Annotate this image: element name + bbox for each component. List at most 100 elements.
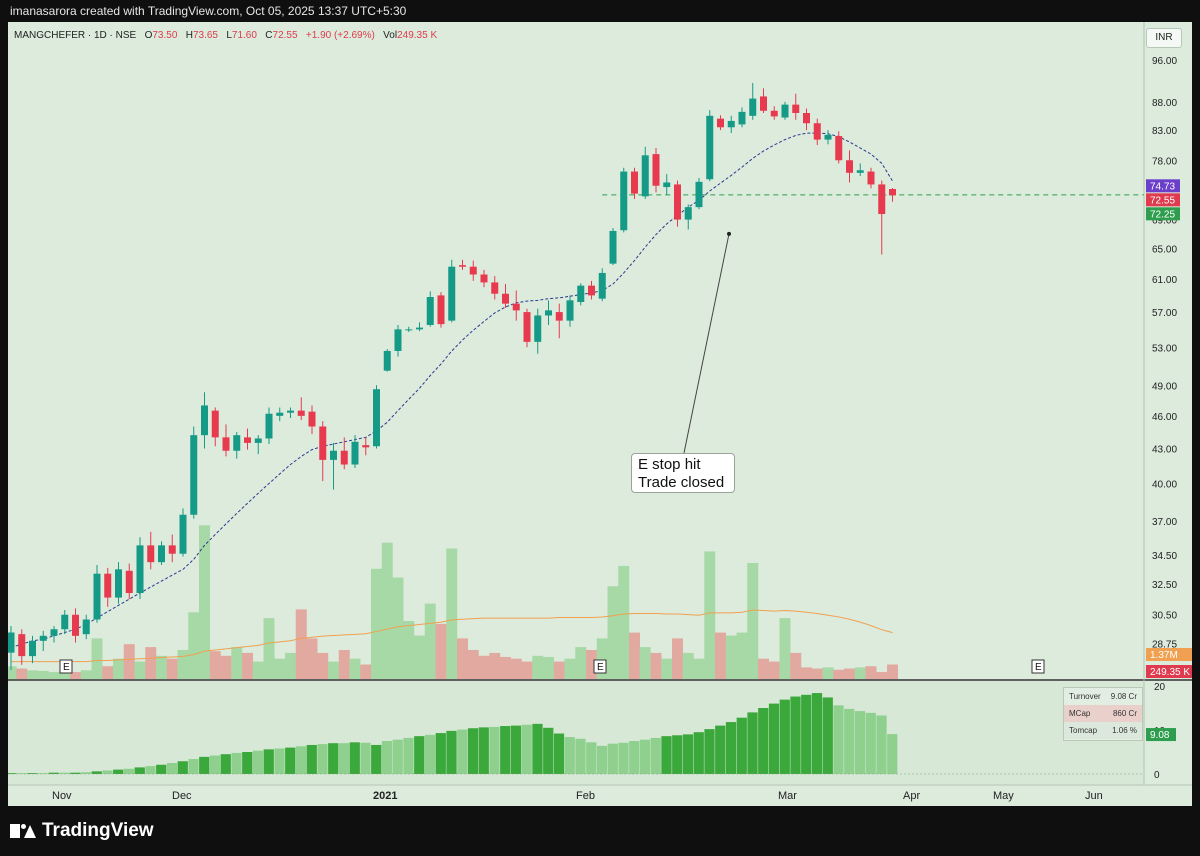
time-axis-label: Feb [576, 790, 595, 802]
price-tick-label: 40.00 [1152, 479, 1177, 490]
volume-bar [672, 638, 683, 679]
candle [523, 308, 531, 348]
chart-canvas[interactable]: 96.00 88.00 83.00 78.00 69.00 65.00 61.00 57.00… [8, 22, 1192, 806]
volume-bar [360, 664, 372, 679]
volume-bar [811, 668, 823, 679]
volume-bar [489, 652, 501, 679]
legend-high-label: H [185, 30, 193, 41]
candle [29, 635, 36, 664]
candle-body [190, 435, 198, 515]
footer: TradingView [0, 806, 1200, 856]
candle-body [125, 570, 133, 594]
attribution-bar: imanasarora created with TradingView.com… [0, 0, 1200, 22]
volume-bar [113, 658, 124, 679]
candle-body [437, 295, 445, 325]
lower-pane-bar [27, 773, 38, 774]
candle-body [265, 413, 273, 439]
legend-symbol[interactable]: MANGCHEFER · 1D · NSE [14, 30, 137, 41]
lower-pane-bar [8, 773, 16, 774]
lower-pane-bar [338, 743, 350, 774]
candle [588, 280, 595, 300]
candle [641, 146, 649, 199]
volume-tag [1146, 648, 1192, 661]
lower-pane-bar [639, 739, 651, 774]
volume-bar [242, 652, 253, 679]
price-tick-label: 43.00 [1152, 444, 1177, 455]
candle [276, 407, 284, 422]
info-row-turnover: Turnover 9.08 Cr [1064, 688, 1142, 705]
lower-pane-bar [435, 733, 446, 774]
candle [8, 625, 15, 671]
candle-body [448, 266, 456, 321]
price-tick-label: 69.00 [1152, 216, 1177, 227]
candle-body [856, 170, 864, 173]
volume-bar [102, 666, 114, 679]
currency-button[interactable]: INR [1146, 28, 1182, 48]
candle-body [201, 405, 208, 436]
candle-body [502, 293, 509, 304]
candle-body [512, 303, 520, 311]
lower-pane-bar [295, 746, 307, 774]
lower-value-label: 9.08 [1150, 730, 1170, 741]
candle [308, 405, 316, 435]
candle [534, 308, 542, 354]
candle-body [39, 635, 47, 641]
candle-body [308, 411, 316, 427]
candle [620, 167, 628, 233]
lower-pane-bar [113, 769, 124, 774]
lower-pane-bar [532, 723, 543, 774]
time-axis-label: Apr [903, 790, 920, 802]
candle [717, 115, 724, 131]
volume-bar [220, 655, 232, 679]
time-axis-label: Mar [778, 790, 797, 802]
volume-bar [715, 632, 726, 679]
candle-body [663, 182, 671, 188]
chart-frame[interactable]: 96.00 88.00 83.00 78.00 69.00 65.00 61.00 57.00… [8, 22, 1192, 806]
volume-bar [392, 577, 404, 679]
candle [297, 397, 305, 421]
price-tick-label: 78.00 [1152, 156, 1177, 167]
lower-pane-bar [758, 708, 769, 774]
volume-bar [758, 658, 769, 679]
volume-bar [166, 658, 178, 679]
lower-pane-bar [854, 711, 866, 774]
lower-pane-bar [274, 748, 285, 774]
candle-body [491, 282, 499, 294]
candle-body [803, 113, 810, 124]
lower-pane-bar [629, 741, 640, 774]
volume-bar [80, 670, 92, 679]
lower-pane-bar [833, 705, 844, 774]
lower-pane-bar [704, 729, 715, 774]
lower-pane-bar [328, 743, 339, 774]
volume-bar [543, 656, 554, 679]
candle-body [82, 619, 90, 635]
lower-pane-bar [446, 730, 457, 774]
lower-pane-bar [252, 750, 264, 774]
volume-bar [285, 652, 296, 679]
candle-body [770, 110, 778, 117]
candle [846, 150, 853, 183]
tradingview-logo[interactable]: TradingView [10, 820, 154, 842]
lower-pane-bar [59, 772, 70, 774]
lower-pane-bar [801, 694, 812, 774]
lower-pane-bar [199, 756, 210, 774]
volume-bar [822, 667, 834, 679]
volume-bar [768, 661, 780, 679]
candle-body [8, 632, 15, 653]
lower-pane-bar [457, 729, 468, 774]
candle [287, 407, 294, 418]
candle [416, 322, 423, 332]
candle [351, 435, 359, 469]
candle [803, 108, 810, 131]
candle [168, 534, 176, 563]
lower-pane-bar [553, 733, 565, 774]
lower-pane-bar [349, 742, 360, 774]
price-tick-label: 49.00 [1152, 381, 1177, 392]
time-axis-label: Nov [52, 790, 72, 802]
volume-bar [747, 563, 759, 679]
candle-body [319, 426, 327, 460]
lower-pane-bar [650, 737, 661, 774]
trade-annotation[interactable]: E stop hit Trade closed [631, 453, 735, 493]
candle-body [749, 98, 757, 116]
candle-body [835, 136, 843, 161]
